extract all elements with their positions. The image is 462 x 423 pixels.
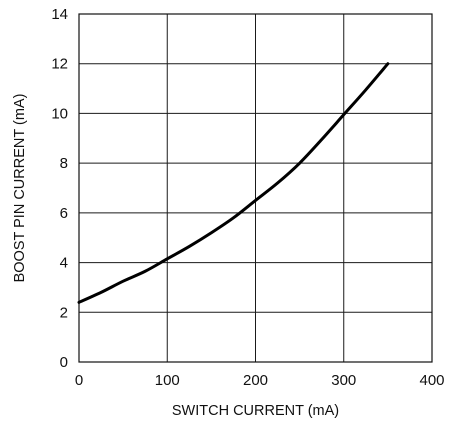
y-axis-label: BOOST PIN CURRENT (mA) [12,94,28,283]
y-tick-label: 14 [51,6,68,23]
y-tick-label: 6 [60,205,68,222]
grid-lines [78,13,433,363]
x-tick-labels: 0 100 200 300 400 [75,372,445,389]
y-tick-label: 0 [60,354,68,371]
x-tick-label: 400 [419,372,444,389]
y-tick-label: 12 [51,56,68,73]
x-tick-label: 200 [243,372,268,389]
y-tick-labels: 0 2 4 6 8 10 12 14 [51,6,68,371]
x-tick-label: 300 [331,372,356,389]
x-tick-label: 100 [155,372,180,389]
series-group [77,62,390,304]
y-tick-label: 10 [51,105,68,122]
x-axis-label: SWITCH CURRENT (mA) [172,403,339,419]
y-tick-label: 8 [60,155,68,172]
series-line [77,62,390,304]
x-tick-label: 0 [75,372,83,389]
plot-frame [78,13,433,363]
y-tick-label: 2 [60,304,68,321]
y-tick-label: 4 [60,255,68,272]
